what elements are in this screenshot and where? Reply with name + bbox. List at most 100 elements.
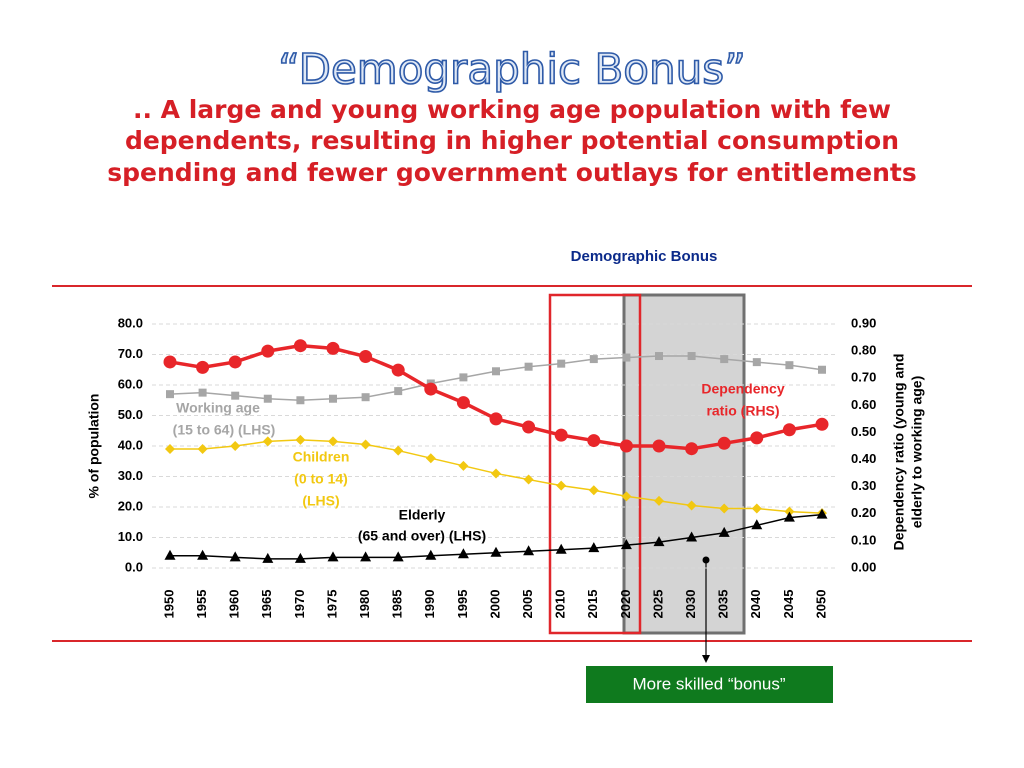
marker bbox=[425, 549, 437, 560]
y2-tick-label: 0.40 bbox=[851, 451, 876, 466]
marker bbox=[228, 355, 242, 369]
marker bbox=[554, 428, 568, 442]
marker bbox=[587, 434, 601, 448]
marker bbox=[231, 391, 240, 400]
marker bbox=[492, 367, 500, 376]
marker bbox=[652, 439, 666, 453]
y2-tick-label: 0.70 bbox=[851, 370, 876, 385]
marker bbox=[327, 551, 339, 562]
slide-title: “Demographic Bonus” bbox=[278, 45, 746, 94]
marker bbox=[555, 543, 567, 554]
marker bbox=[620, 539, 632, 550]
marker bbox=[718, 526, 730, 537]
annotation: (0 to 14) bbox=[294, 471, 348, 487]
marker bbox=[459, 373, 468, 382]
y-tick-label: 30.0 bbox=[118, 468, 143, 483]
marker bbox=[619, 439, 633, 453]
marker bbox=[261, 344, 275, 358]
marker bbox=[196, 360, 210, 374]
marker bbox=[262, 436, 273, 447]
y2-tick-label: 0.80 bbox=[851, 343, 876, 358]
marker bbox=[490, 546, 502, 557]
marker bbox=[622, 353, 631, 362]
marker bbox=[557, 359, 566, 368]
marker bbox=[293, 339, 307, 353]
marker bbox=[784, 506, 795, 517]
marker bbox=[655, 352, 663, 361]
annotation: ratio (RHS) bbox=[706, 403, 779, 419]
marker bbox=[294, 552, 306, 563]
marker bbox=[457, 548, 469, 559]
marker bbox=[524, 362, 533, 371]
marker bbox=[394, 387, 403, 396]
marker bbox=[296, 396, 305, 405]
marker bbox=[326, 341, 340, 355]
marker bbox=[359, 350, 373, 364]
marker bbox=[783, 511, 795, 522]
x-tick-label: 2025 bbox=[650, 590, 665, 619]
marker bbox=[491, 468, 501, 479]
annotation: (15 to 64) (LHS) bbox=[173, 422, 276, 438]
marker bbox=[621, 491, 632, 502]
marker bbox=[685, 442, 699, 456]
annotation: Elderly bbox=[399, 507, 446, 523]
x-tick-label: 2005 bbox=[520, 590, 535, 619]
marker bbox=[719, 503, 730, 514]
marker bbox=[230, 441, 241, 451]
y-axis-label: % of population bbox=[86, 394, 102, 499]
annotation: (65 and over) (LHS) bbox=[358, 528, 486, 544]
marker bbox=[782, 423, 796, 437]
marker bbox=[295, 434, 306, 445]
y-tick-label: 20.0 bbox=[118, 498, 143, 513]
marker bbox=[229, 551, 241, 562]
y-tick-label: 80.0 bbox=[118, 315, 143, 330]
marker bbox=[392, 551, 404, 562]
x-tick-label: 2045 bbox=[781, 590, 796, 619]
x-tick-label: 2050 bbox=[813, 590, 828, 619]
arrow-dot bbox=[702, 556, 710, 564]
marker bbox=[686, 531, 698, 542]
x-tick-label: 1970 bbox=[292, 590, 307, 619]
marker bbox=[425, 453, 436, 464]
x-tick-label: 2040 bbox=[748, 590, 763, 619]
marker bbox=[456, 396, 470, 410]
marker bbox=[752, 358, 761, 367]
marker bbox=[329, 394, 337, 403]
marker bbox=[198, 388, 207, 397]
y2-tick-label: 0.00 bbox=[851, 559, 876, 574]
marker bbox=[750, 431, 764, 445]
x-tick-label: 1965 bbox=[259, 590, 274, 619]
marker bbox=[522, 420, 536, 434]
marker bbox=[361, 393, 370, 402]
x-tick-label: 1975 bbox=[324, 590, 339, 619]
marker bbox=[458, 460, 469, 471]
y-tick-label: 60.0 bbox=[118, 376, 143, 391]
marker bbox=[815, 417, 829, 431]
marker bbox=[263, 394, 272, 403]
marker bbox=[589, 355, 598, 364]
marker bbox=[360, 439, 371, 450]
annotation: Working age bbox=[176, 400, 260, 416]
x-tick-label: 1950 bbox=[161, 590, 176, 619]
x-tick-label: 2020 bbox=[618, 590, 633, 619]
marker bbox=[720, 355, 729, 364]
arrow-head bbox=[702, 655, 710, 663]
marker bbox=[816, 508, 828, 519]
highlight-region bbox=[548, 293, 642, 635]
y-tick-label: 50.0 bbox=[118, 407, 143, 422]
x-tick-label: 1955 bbox=[194, 590, 209, 619]
subtitle-line: .. A large and young working age populat… bbox=[133, 95, 891, 124]
x-tick-label: 1985 bbox=[390, 590, 405, 619]
x-tick-label: 2010 bbox=[553, 590, 568, 619]
marker bbox=[751, 503, 762, 514]
annotation: Dependency bbox=[701, 381, 784, 397]
marker bbox=[654, 495, 664, 506]
y2-tick-label: 0.60 bbox=[851, 397, 876, 412]
marker bbox=[686, 500, 697, 511]
marker bbox=[687, 352, 696, 361]
y2-tick-label: 0.50 bbox=[851, 424, 876, 439]
callout-text: More skilled “bonus” bbox=[632, 674, 785, 693]
marker bbox=[588, 485, 599, 496]
y2-axis-label: elderly to working age) bbox=[909, 376, 925, 528]
